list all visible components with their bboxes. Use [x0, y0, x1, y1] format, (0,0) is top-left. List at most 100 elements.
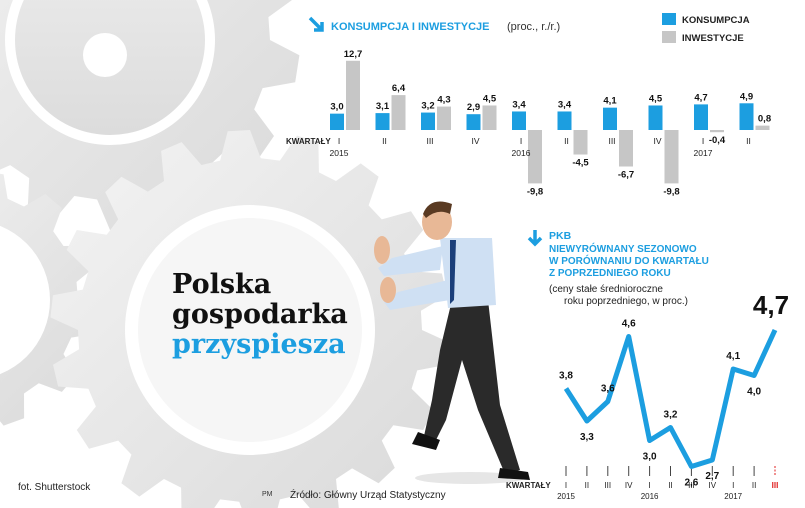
- data-label-investment: 4,5: [483, 93, 497, 104]
- chart2-axis-label: KWARTAŁY: [506, 481, 551, 490]
- chart2-subtitle-line: NIEWYRÓWNANY SEZONOWO: [549, 242, 697, 255]
- data-label-investment: 4,3: [437, 95, 450, 106]
- author-initials: PM: [262, 491, 273, 498]
- tick-label: IV: [709, 481, 717, 490]
- bar-investment: [573, 130, 588, 155]
- tick-label: III: [604, 481, 611, 490]
- bar-consumption: [375, 113, 390, 130]
- person-hand-upper: [374, 236, 390, 264]
- data-label-consumption: 3,2: [421, 101, 434, 112]
- source-note: Źródło: Główny Urząd Statystyczny: [290, 490, 446, 501]
- person-arm-upper: [378, 246, 443, 276]
- tick-label: I: [565, 481, 567, 490]
- bar-investment: [346, 60, 360, 130]
- data-label: 2,6: [684, 478, 698, 489]
- data-label-investment: 12,7: [344, 49, 363, 60]
- bar-investment: [391, 95, 406, 130]
- bar-consumption: [421, 112, 435, 130]
- gears-background: [0, 0, 450, 508]
- person-arm-lower: [384, 280, 450, 310]
- tick-label: II: [564, 136, 569, 146]
- gear-top-left-hole: [83, 33, 127, 77]
- bar-investment: [755, 125, 770, 130]
- year-label: 2017: [724, 492, 742, 501]
- data-label: 2,7: [705, 471, 719, 482]
- bar-consumption: [603, 107, 617, 130]
- data-label-consumption: 4,9: [740, 91, 753, 102]
- bar-investment: [710, 130, 724, 133]
- headline-line-2: gospodarka: [172, 299, 348, 330]
- gdp-series-line: [563, 328, 778, 469]
- data-label-investment: -9,8: [663, 186, 679, 197]
- tick-label: II: [752, 481, 756, 490]
- tick-label: II: [382, 136, 387, 146]
- bar-investment: [482, 105, 497, 130]
- legend-label-consumption: KONSUMPCJA: [682, 15, 750, 26]
- bar-investment: [619, 130, 633, 167]
- data-label-investment: -0,4: [709, 135, 726, 146]
- headline: Polska gospodarka przyspiesza: [172, 270, 348, 360]
- year-label: 2015: [557, 492, 575, 501]
- data-label: 3,3: [580, 432, 594, 443]
- data-label-investment: -4,5: [572, 158, 589, 169]
- data-label-consumption: 3,0: [330, 102, 343, 113]
- gear-center-inner: [138, 218, 362, 442]
- person-shoe-back: [498, 468, 530, 480]
- chart1-axis-label: KWARTAŁY: [286, 137, 331, 146]
- chart2-subtitle-line: Z POPRZEDNIEGO ROKU: [549, 268, 671, 279]
- headline-line-1: Polska: [172, 269, 272, 300]
- tick-label: II: [746, 136, 751, 146]
- person-trousers: [424, 300, 520, 474]
- bar-consumption: [512, 111, 526, 130]
- tick-label: I: [338, 136, 340, 146]
- year-label: 2016: [512, 148, 531, 158]
- tick-label: III: [772, 481, 779, 490]
- photo-credit: fot. Shutterstock: [18, 482, 91, 493]
- bar-investment: [437, 106, 451, 130]
- chart2-note-line: roku poprzedniego, w proc.): [564, 296, 688, 307]
- data-label-consumption: 4,1: [603, 96, 617, 107]
- chart2-title: PKB: [549, 230, 572, 242]
- chart2-note-line: (ceny stałe średnioroczne: [549, 284, 663, 295]
- data-label: 4,1: [726, 351, 740, 362]
- data-label: 3,0: [643, 452, 657, 463]
- chart2-subtitle-line: W PORÓWNANIU DO KWARTAŁU: [549, 254, 709, 267]
- businessman-pushing-illustration: [374, 201, 530, 484]
- data-label-consumption: 3,4: [512, 99, 526, 110]
- bar-investment: [664, 130, 679, 184]
- bar-consumption: [330, 113, 344, 130]
- tick-label: II: [585, 481, 589, 490]
- tick-label: III: [608, 136, 615, 146]
- person-shadow: [415, 472, 525, 484]
- tick-label: I: [702, 136, 704, 146]
- bar-consumption: [648, 105, 663, 130]
- legend-label-investment: INWESTYCJE: [682, 33, 744, 44]
- year-label: 2015: [330, 148, 349, 158]
- gear-left-hub: [0, 225, 50, 375]
- data-label: 3,2: [664, 410, 678, 421]
- tick-label: I: [520, 136, 522, 146]
- year-label: 2017: [694, 148, 713, 158]
- data-label: 3,6: [601, 384, 615, 395]
- data-label: 4,0: [747, 387, 761, 398]
- headline-line-3: przyspiesza: [172, 329, 346, 360]
- legend-swatch-investment: [662, 31, 676, 43]
- data-label-investment: 0,8: [758, 114, 771, 125]
- bar-consumption: [557, 111, 572, 130]
- data-label-consumption: 4,5: [649, 93, 663, 104]
- person-shoe-front: [412, 432, 440, 450]
- data-label-consumption: 2,9: [467, 102, 480, 113]
- chart1-title: KONSUMPCJA I INWESTYCJE: [331, 21, 490, 33]
- data-label-consumption: 3,4: [558, 99, 572, 110]
- consumption-investment-chart: KONSUMPCJA I INWESTYCJE (proc., r./r.) KON…: [286, 13, 771, 197]
- bar-consumption: [694, 104, 708, 130]
- data-label-investment: -6,7: [618, 170, 634, 181]
- person-hand-lower: [380, 277, 396, 303]
- bar-investment: [528, 130, 542, 184]
- tick-label: I: [732, 481, 734, 490]
- tick-label: III: [688, 481, 695, 490]
- person-hair: [423, 201, 452, 218]
- data-label: 4,6: [622, 319, 636, 330]
